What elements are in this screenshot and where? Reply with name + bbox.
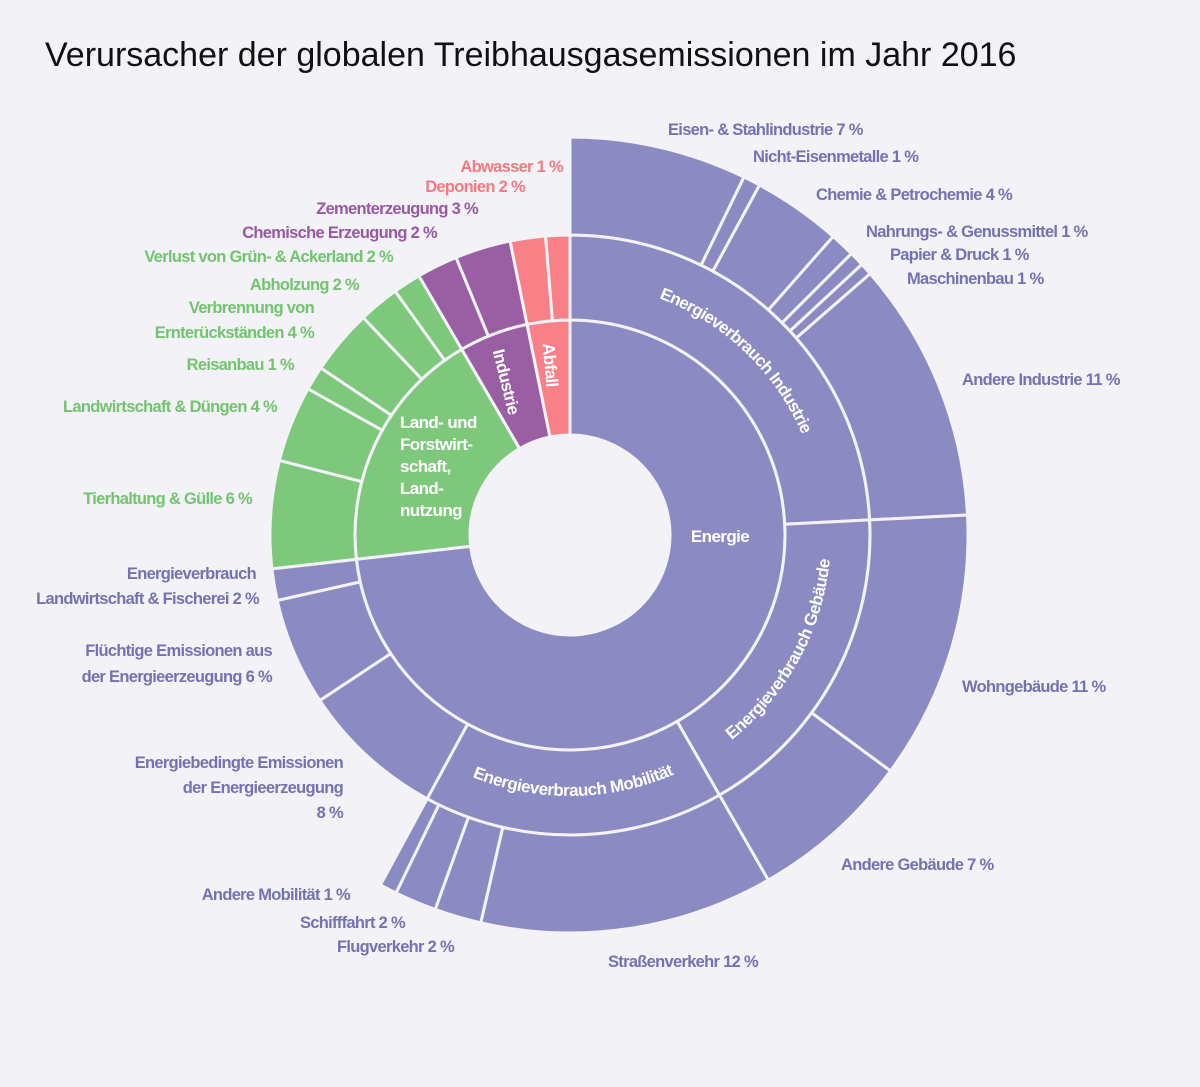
label-energieerzeugung: Energiebedingte Emissionen xyxy=(135,754,344,772)
inner-label-line: schaft, xyxy=(400,457,451,476)
label-andere-industrie: Andere Industrie 11 % xyxy=(962,371,1121,389)
label-schifffahrt: Schifffahrt 2 % xyxy=(300,914,406,932)
label-abwasser: Abwasser 1 % xyxy=(460,158,564,176)
inner-label-line: Land- xyxy=(400,479,443,498)
label-papier: Papier & Druck 1 % xyxy=(890,246,1030,264)
inner-label-line: nutzung xyxy=(400,501,462,520)
label-reisanbau: Reisanbau 1 % xyxy=(187,356,295,374)
label-flugverkehr: Flugverkehr 2 % xyxy=(337,938,455,956)
label-duengen: Landwirtschaft & Düngen 4 % xyxy=(63,398,278,416)
label-abholzung: Abholzung 2 % xyxy=(250,276,360,294)
label-verbrennung: Ernterückständen 4 % xyxy=(155,324,315,342)
label-deponien: Deponien 2 % xyxy=(425,178,526,196)
label-verlust-gruenland: Verlust von Grün- & Ackerland 2 % xyxy=(144,248,394,266)
label-zementerzeugung: Zementerzeugung 3 % xyxy=(316,200,479,218)
inner-label-energie: Energie xyxy=(691,527,749,546)
label-maschinenbau: Maschinenbau 1 % xyxy=(907,270,1044,288)
label-energieerzeugung: der Energieerzeugung xyxy=(183,779,343,797)
label-chemische-erzeugung: Chemische Erzeugung 2 % xyxy=(242,224,438,242)
label-fluechtige: der Energieerzeugung 6 % xyxy=(82,668,273,686)
label-nicht-eisenmetalle: Nicht-Eisenmetalle 1 % xyxy=(753,148,919,166)
inner-label-line: Forstwirt- xyxy=(400,435,472,454)
label-wohngebaeude: Wohngebäude 11 % xyxy=(962,678,1106,696)
label-landwirtschaft-fischerei: Landwirtschaft & Fischerei 2 % xyxy=(36,590,260,608)
label-energieerzeugung: 8 % xyxy=(317,804,344,822)
inner-label-land: Land- und Forstwirt- schaft, Land- nutzu… xyxy=(400,413,478,520)
label-eisen-stahl: Eisen- & Stahlindustrie 7 % xyxy=(668,121,864,139)
inner-label-abfall: Abfall xyxy=(539,342,562,387)
label-andere-mobilitaet: Andere Mobilität 1 % xyxy=(202,886,351,904)
chart-title: Verursacher der globalen Treibhausgasemi… xyxy=(45,36,1016,74)
segment-depth-2 xyxy=(543,233,572,323)
segments-layer xyxy=(268,135,970,935)
label-nahrungsmittel: Nahrungs- & Genussmittel 1 % xyxy=(866,223,1089,241)
label-landwirtschaft-fischerei: Energieverbrauch xyxy=(127,565,257,583)
label-chemie: Chemie & Petrochemie 4 % xyxy=(816,186,1013,204)
label-fluechtige: Flüchtige Emissionen aus xyxy=(85,642,272,660)
inner-label-line: Land- und xyxy=(400,413,477,432)
label-verbrennung: Verbrennung von xyxy=(189,299,315,317)
label-andere-gebaeude: Andere Gebäude 7 % xyxy=(841,856,994,874)
label-strassenverkehr: Straßenverkehr 12 % xyxy=(608,953,759,971)
label-tierhaltung: Tierhaltung & Gülle 6 % xyxy=(83,490,253,508)
